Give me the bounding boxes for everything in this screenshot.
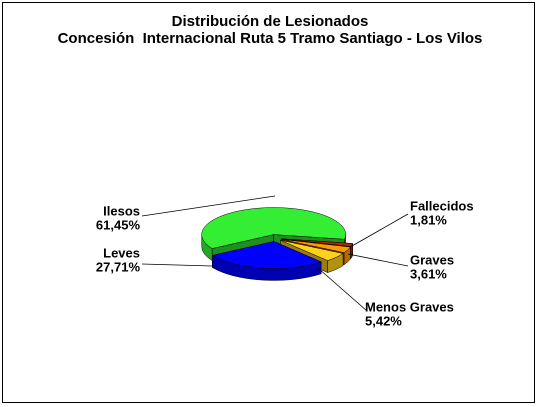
slice	[280, 239, 344, 261]
chart-frame	[2, 2, 535, 403]
slice-label: Graves	[410, 252, 454, 267]
slice-value-label: 27,71%	[96, 259, 141, 274]
slice-value-label: 3,61%	[410, 266, 447, 281]
leader-line	[141, 263, 213, 267]
slice-value-label: 5,42%	[365, 313, 402, 328]
slice-label: Fallecidos	[410, 198, 474, 213]
slice	[281, 238, 354, 247]
slice-label: Ilesos	[103, 203, 140, 218]
chart-title: Distribución de Lesionados	[171, 13, 369, 30]
leader-line	[351, 213, 409, 247]
slice	[281, 239, 351, 253]
leader-line	[141, 195, 276, 217]
slice-value-label: 61,45%	[96, 217, 141, 232]
leader-line	[317, 267, 368, 312]
slice	[211, 241, 322, 269]
slice	[201, 207, 346, 249]
chart-subtitle: Concesión Internacional Ruta 5 Tramo San…	[57, 30, 483, 47]
slice-value-label: 1,81%	[410, 212, 447, 227]
leader-line	[347, 253, 409, 267]
slice-label: Menos Graves	[365, 299, 454, 314]
slice-label: Leves	[103, 245, 140, 260]
